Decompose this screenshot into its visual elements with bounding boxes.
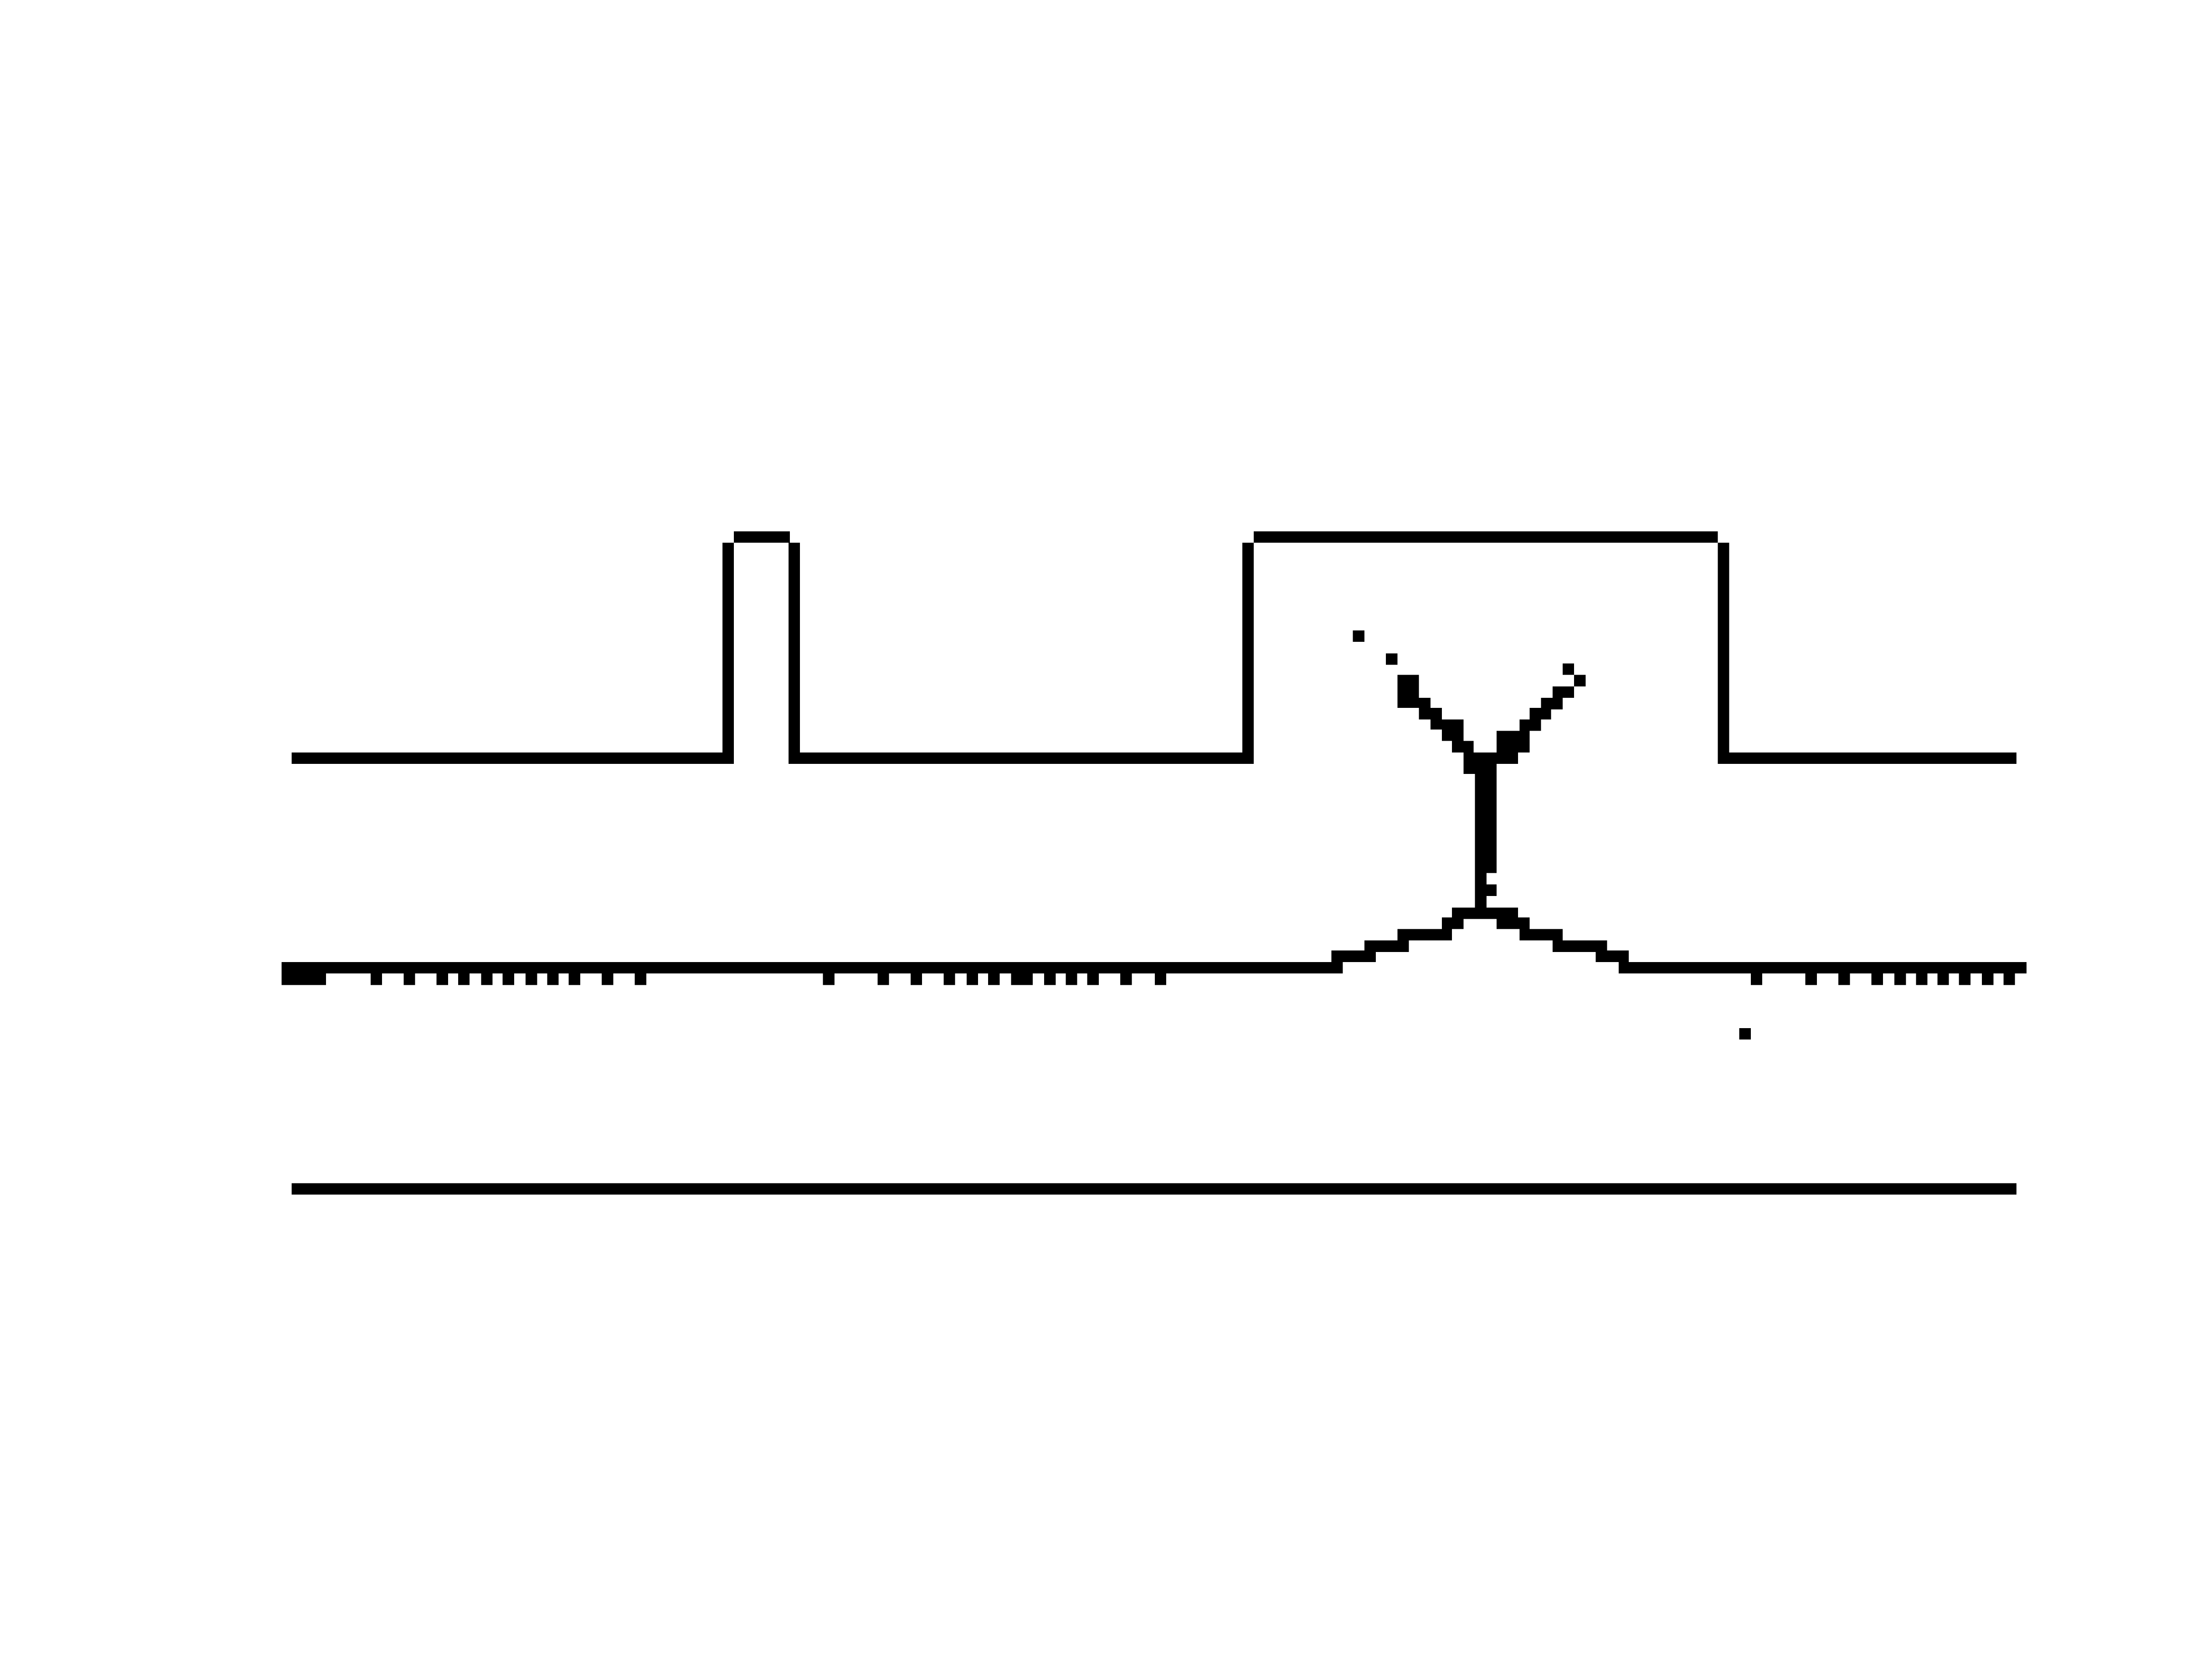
trace-tick-mark (370, 973, 382, 985)
left-arm-block (1430, 708, 1442, 730)
trace-tick-mark (1916, 973, 1928, 985)
stem-block (1485, 884, 1497, 896)
trace-tick-mark (966, 973, 978, 985)
middle-noisy-trace (281, 907, 2027, 1040)
trace-tick-mark (568, 973, 580, 985)
right-arm-block (1562, 663, 1574, 675)
right-arm-block (1529, 708, 1551, 720)
right-arm-block (1496, 731, 1530, 752)
mid-trace-segment (1452, 907, 1518, 919)
trace-tick-mark (1959, 973, 1971, 985)
top-trace-segment (722, 542, 734, 764)
trace-tick-mark (1750, 973, 1763, 985)
stray-dot (1386, 653, 1398, 665)
top-trace-segment (1242, 542, 1254, 764)
left-arm-block (1397, 675, 1419, 708)
mid-trace-segment (1364, 940, 1409, 952)
stray-dot (1353, 630, 1364, 642)
top-trace-segment (291, 752, 730, 764)
trace-tick-mark (1937, 973, 1949, 985)
trace-tick-mark (1044, 973, 1056, 985)
mid-trace-segment (1552, 940, 1607, 952)
bottom-flat-trace (291, 1183, 2017, 1195)
trace-tick-mark (1871, 973, 1883, 985)
mid-trace-segment (1496, 917, 1530, 929)
mid-trace-start (281, 962, 326, 985)
trace-tick-mark (1894, 973, 1906, 985)
trace-tick-mark (403, 973, 415, 985)
mid-trace-segment (1331, 950, 1376, 962)
trace-tick-mark (910, 973, 922, 985)
trace-tick-mark (1838, 973, 1850, 985)
trace-tick-mark (436, 973, 448, 985)
trace-tick-mark (1087, 973, 1099, 985)
mid-trace-segment (1519, 929, 1563, 941)
mid-trace-segment (1595, 950, 1629, 962)
trace-tick-mark (1011, 973, 1023, 985)
middle-trace-ticks (370, 973, 2015, 985)
trace-tick-mark (1154, 973, 1167, 985)
trace-tick-mark (1120, 973, 1132, 985)
bottom-trace-segment (291, 1183, 2017, 1195)
top-pulse-trace (291, 531, 2016, 764)
trace-tick-mark (602, 973, 614, 985)
trace-tick-mark (635, 973, 646, 985)
top-trace-segment (1254, 531, 1718, 543)
mid-trace-segment (1618, 962, 2027, 974)
trace-tick-mark (502, 973, 514, 985)
trace-tick-mark (988, 973, 1000, 985)
trace-tick-mark (877, 973, 889, 985)
trace-tick-mark (943, 973, 955, 985)
right-arm-block (1541, 698, 1563, 710)
trace-tick-mark (2003, 973, 2015, 985)
right-arm-block (1519, 719, 1541, 731)
mid-trace-segment (326, 962, 1343, 974)
stray-dot (1739, 1028, 1751, 1040)
mid-trace-segment (1397, 929, 1452, 941)
left-arm-block (1442, 719, 1464, 741)
trace-tick-mark (823, 973, 835, 985)
right-arm-block (1552, 686, 1574, 698)
top-trace-segment (1718, 752, 2016, 764)
right-arm-block (1485, 752, 1518, 764)
trace-tick-mark (1982, 973, 1994, 985)
left-arm-block (1452, 741, 1474, 752)
trace-tick-mark (458, 973, 470, 985)
right-arm-block (1574, 675, 1586, 686)
mid-trace-segment (1442, 917, 1464, 929)
stem-block (1475, 873, 1487, 909)
top-trace-segment (788, 752, 1252, 764)
top-trace-segment (788, 542, 800, 764)
top-trace-segment (1718, 542, 1729, 764)
trace-tick-mark (526, 973, 537, 985)
y-shaped-figure (1353, 630, 1586, 909)
stem-block (1475, 764, 1497, 873)
trace-tick-mark (1805, 973, 1817, 985)
trace-tick-mark (547, 973, 559, 985)
left-arm-block (1419, 698, 1431, 720)
trace-tick-mark (481, 973, 493, 985)
trace-tick-mark (1066, 973, 1077, 985)
top-trace-segment (734, 531, 790, 543)
trace-tick-mark (1021, 973, 1033, 985)
